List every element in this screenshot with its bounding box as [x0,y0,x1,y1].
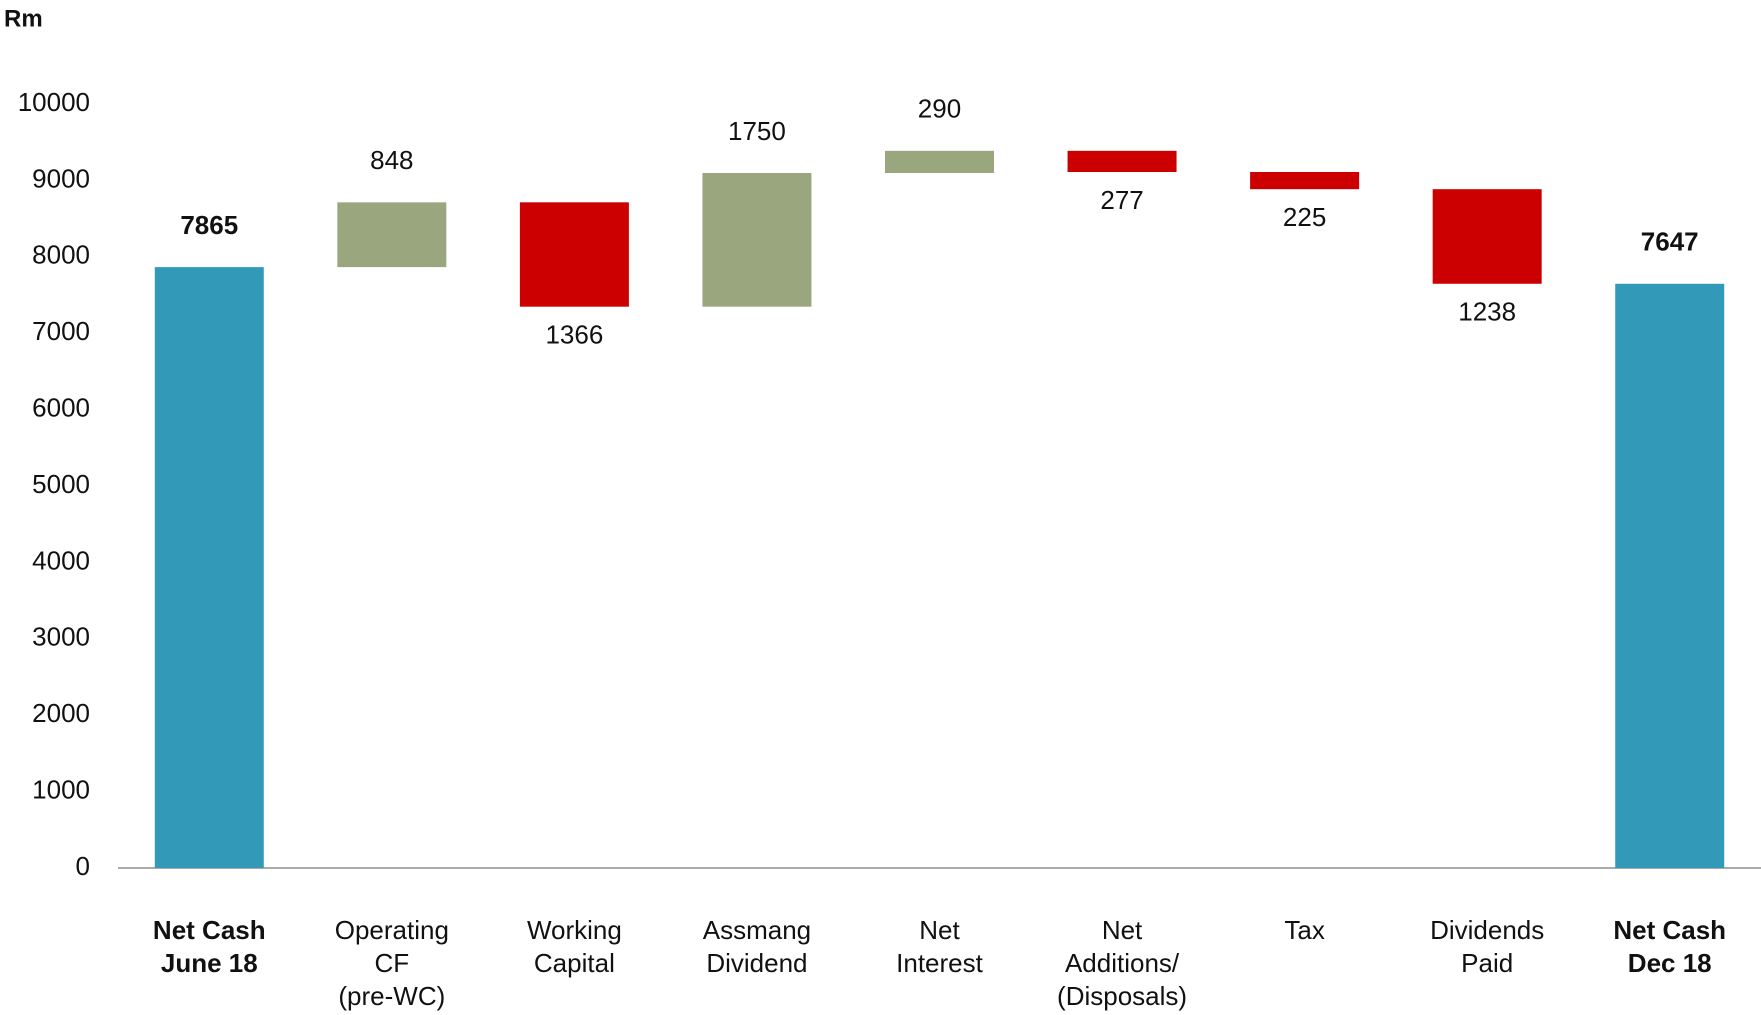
value-label: 1238 [1458,297,1516,327]
y-tick-label: 2000 [32,698,90,728]
chart-title: Rm [4,5,43,32]
y-tick-label: 1000 [32,774,90,804]
x-tick-label: Operating [335,915,449,945]
x-tick-label: CF [374,948,409,978]
bar [1250,171,1360,190]
y-tick-label: 3000 [32,622,90,652]
value-label: 7647 [1641,227,1699,257]
value-label: 1750 [728,116,786,146]
bar [1432,189,1542,284]
value-label: 7865 [180,210,238,240]
y-tick-label: 7000 [32,316,90,346]
x-tick-label: (Disposals) [1057,981,1187,1011]
value-label: 225 [1283,202,1326,232]
bar [885,150,994,173]
x-tick-label: Net [919,915,960,945]
x-tick-label: June 18 [161,948,258,978]
y-tick-label: 9000 [32,163,90,193]
x-tick-label: Capital [534,948,615,978]
x-tick-label: Net Cash [1613,915,1726,945]
bar [154,267,264,868]
y-tick-label: 5000 [32,469,90,499]
x-tick-label: Dividend [706,948,807,978]
x-tick-label: Dec 18 [1628,948,1712,978]
x-tick-label: Dividends [1430,915,1544,945]
bar [519,202,629,307]
bar [1615,283,1725,869]
x-tick-label: Assmang [703,915,811,945]
bar [702,172,812,307]
x-tick-label: Additions/ [1065,948,1180,978]
value-label: 1366 [545,320,603,350]
y-tick-label: 6000 [32,392,90,422]
value-label: 848 [370,145,413,175]
y-tick-label: 0 [76,851,90,881]
x-tick-label: Working [527,915,622,945]
y-tick-label: 10000 [18,87,90,117]
bar [1067,150,1177,172]
x-tick-label: Net Cash [153,915,266,945]
value-label: 290 [918,94,961,124]
y-tick-label: 8000 [32,240,90,270]
bar [337,202,447,268]
x-tick-label: Interest [896,948,983,978]
x-tick-label: Net [1102,915,1143,945]
x-tick-label: Tax [1284,915,1324,945]
value-label: 277 [1100,185,1143,215]
x-tick-label: Paid [1461,948,1513,978]
x-tick-label: (pre-WC) [338,981,445,1011]
y-tick-label: 4000 [32,545,90,575]
